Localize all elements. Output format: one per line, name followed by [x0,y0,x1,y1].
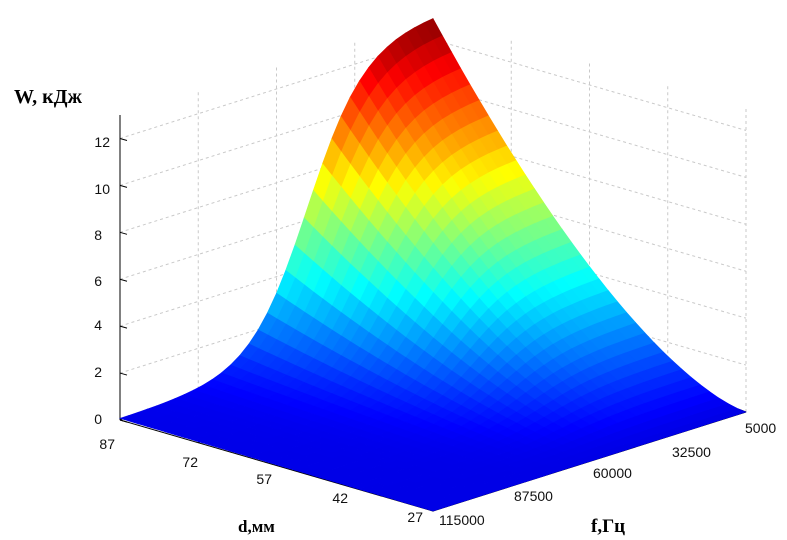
x-axis-label: d,мм [238,517,275,536]
gridline [432,85,747,178]
z-axis-label: W, кДж [14,86,82,108]
d-tick-label: 42 [332,490,348,506]
surface [119,18,747,512]
z-tick-label: 0 [94,411,102,427]
gridline [119,38,434,139]
z-tick [119,372,128,376]
gridline [119,179,434,280]
z-tick-label: 8 [94,227,102,243]
z-tick-label: 10 [94,181,110,197]
z-tick-label: 6 [94,273,102,289]
d-tick-label: 27 [407,509,423,525]
z-tick [119,137,128,141]
z-tick [119,184,128,188]
f-tick-label: 115000 [439,512,485,528]
gridline [119,85,434,186]
f-tick-label: 87500 [514,488,553,504]
z-tick-label: 12 [94,134,110,150]
z-tick-labels: 0 2 4 6 8 10 12 [94,134,110,427]
f-tick-label: 32500 [672,444,711,460]
z-tick [119,278,128,282]
gridline [432,38,747,131]
gridline [119,226,434,327]
gridline [119,132,434,233]
z-tick [119,419,128,423]
f-tick-label: 5000 [745,420,776,436]
z-tick [119,231,128,235]
d-tick-label: 57 [256,471,272,487]
f-tick-label: 60000 [593,465,632,481]
d-tick-label: 87 [99,436,115,452]
z-tick [119,325,128,329]
y-axis-label: f,Гц [591,516,625,537]
z-tick-label: 4 [94,317,102,333]
f-tick-labels: 115000 87500 60000 32500 5000 [439,420,776,528]
z-tick-label: 2 [94,364,102,380]
d-tick-labels: 87 72 57 42 27 [99,436,423,525]
surface-patch [119,414,140,422]
d-tick-label: 72 [182,454,198,470]
